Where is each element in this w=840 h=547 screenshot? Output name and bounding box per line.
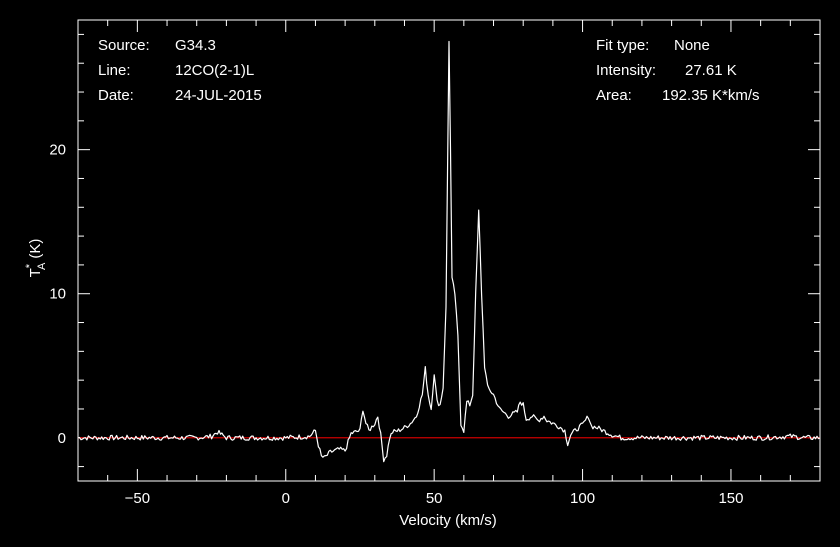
source-value: G34.3 <box>175 37 216 54</box>
ticks-group: −50 0 50 100 150 0 10 20 <box>49 20 821 507</box>
svg-text:T*A(K): T*A (K) <box>24 239 48 278</box>
y-axis-title-sub: A <box>36 262 48 270</box>
x-tick-label: −50 <box>125 490 150 507</box>
intensity-value: 27.61 K <box>685 62 737 79</box>
info-left: Source: G34.3 Line: 12CO(2-1)L Date: 24-… <box>98 37 262 104</box>
x-tick-label: 0 <box>282 490 290 507</box>
y-axis-title-super: * <box>24 263 36 268</box>
spectrum-line <box>77 40 821 463</box>
area-key: Area: <box>596 87 632 104</box>
source-key: Source: <box>98 37 150 54</box>
area-value: 192.35 K*km/s <box>662 87 760 104</box>
line-key: Line: <box>98 62 131 79</box>
y-axis-title: T*A (K) <box>24 239 48 278</box>
date-key: Date: <box>98 87 134 104</box>
fit-type-key: Fit type: <box>596 37 649 54</box>
info-right: Fit type: None Intensity: 27.61 K Area: … <box>596 37 760 104</box>
x-axis-title: Velocity (km/s) <box>399 512 497 529</box>
y-axis-title-main: T <box>27 268 44 277</box>
y-tick-label: 20 <box>49 142 66 159</box>
x-tick-label: 100 <box>570 490 595 507</box>
fit-type-value: None <box>674 37 710 54</box>
line-value: 12CO(2-1)L <box>175 62 254 79</box>
plot-frame-group <box>77 19 821 482</box>
date-value: 24-JUL-2015 <box>175 87 262 104</box>
plot-frame <box>77 19 821 482</box>
intensity-key: Intensity: <box>596 62 656 79</box>
x-tick-label: 50 <box>426 490 443 507</box>
x-tick-label: 150 <box>718 490 743 507</box>
y-tick-label: 0 <box>58 430 66 447</box>
y-axis-title-unit: (K) <box>27 239 44 259</box>
y-tick-label: 10 <box>49 286 66 303</box>
